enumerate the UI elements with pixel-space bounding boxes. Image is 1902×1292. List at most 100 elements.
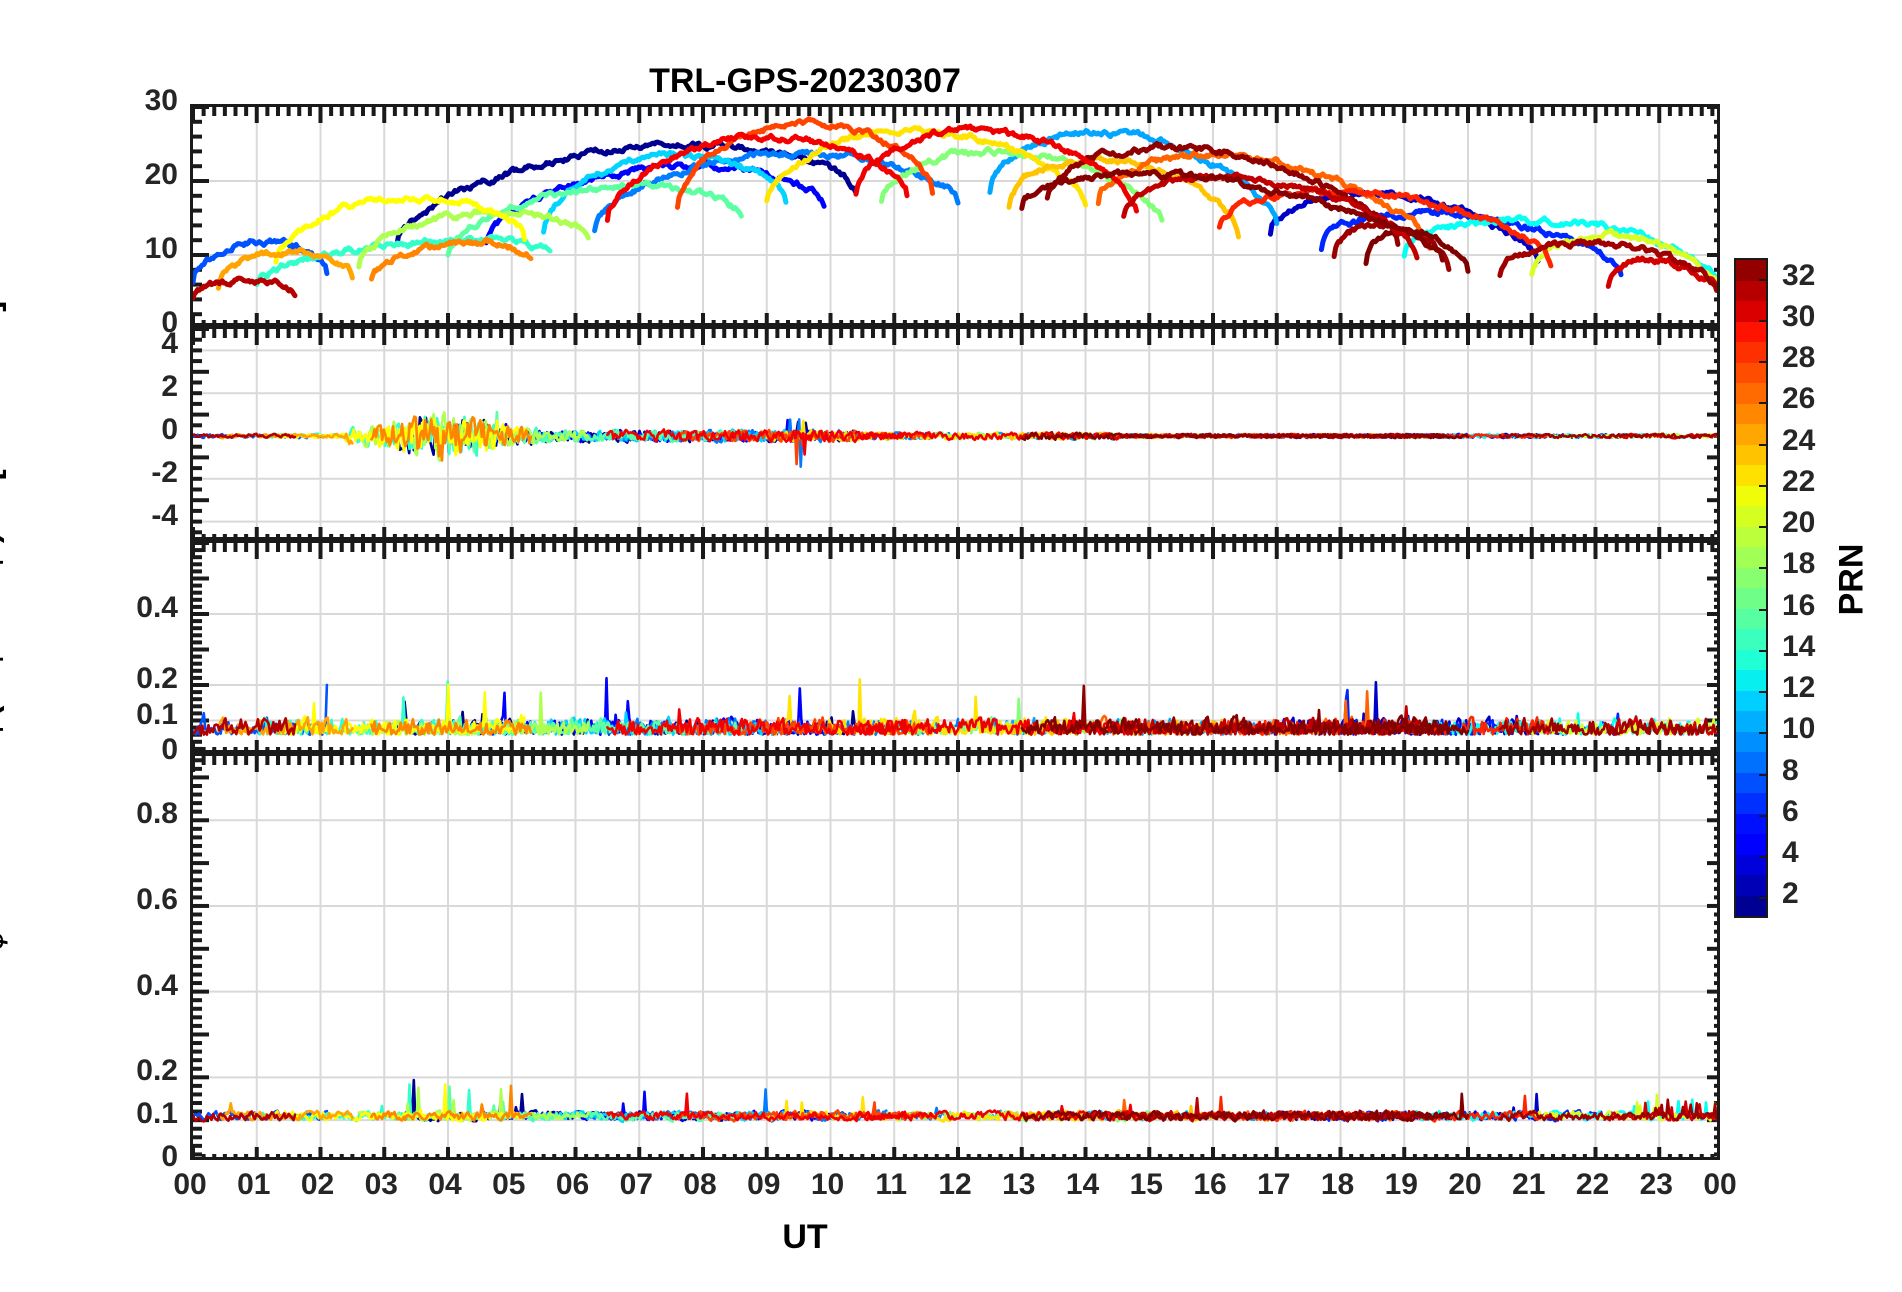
xtick-16: 16 [1193,1168,1227,1201]
colorbar-band [1736,506,1766,527]
ytick-s4-1: 0.1 [136,697,178,731]
xtick-22: 22 [1575,1168,1610,1201]
colorbar-tick-mark [1759,402,1768,405]
series-prn-14 [1529,227,1717,288]
colorbar[interactable] [1734,258,1768,918]
series-prn-31 [1498,1098,1717,1122]
colorbar-tick-label-30: 30 [1782,299,1816,333]
xtick-20: 20 [1448,1168,1482,1201]
colorbar-tick-label-16: 16 [1782,588,1816,622]
gridlines [193,756,1717,1157]
series-prn-25 [193,1110,297,1123]
xtick-21: 21 [1512,1168,1546,1201]
xtick-1: 01 [237,1168,271,1201]
series-prn-31 [1497,238,1717,293]
colorbar-band [1736,608,1766,629]
colorbar-band [1736,834,1766,855]
colorbar-tick-mark [1759,608,1768,611]
axis-ticks [193,543,1717,750]
xtick-12: 12 [938,1168,972,1201]
series-prn-25 [193,432,297,439]
series-prn-3 [483,159,827,246]
data-traces-sigmaphi [193,1078,1717,1124]
colorbar-band [1736,342,1766,363]
colorbar-tick-label-10: 10 [1782,712,1816,746]
colorbar-tick-label-32: 32 [1782,258,1816,292]
series-prn-32 [1019,168,1445,263]
colorbar-band [1736,260,1766,281]
series-prn-31 [1498,716,1717,736]
colorbar-band [1736,403,1766,424]
colorbar-band [1736,588,1766,609]
series-prn-28 [1363,226,1471,274]
colorbar-band [1736,280,1766,301]
colorbar-tick-label-28: 28 [1782,341,1816,375]
colorbar-tick-label-4: 4 [1782,836,1799,870]
ytick-rot-4: 4 [161,327,178,361]
series-prn-32 [1020,431,1444,442]
series-prn-6 [592,148,961,234]
colorbar-band [1736,690,1766,711]
ytick-rot-2: 0 [161,413,178,446]
colorbar-band [1736,670,1766,691]
series-prn-19 [370,718,533,736]
xtick-3: 03 [364,1168,398,1201]
series-prn-25 [193,275,298,301]
xtick-14: 14 [1065,1168,1100,1201]
ytick-tec-2: 20 [144,158,178,191]
series-prn-19 [370,1084,533,1122]
series-prn-16 [764,125,1088,208]
colorbar-tick-label-14: 14 [1782,629,1816,663]
xtick-24: 00 [1703,1168,1737,1201]
xtick-13: 13 [1002,1168,1036,1201]
series-prn-27 [1044,140,1401,247]
colorbar-tick-label-20: 20 [1782,506,1816,540]
colorbar-tick-mark [1759,732,1768,735]
xtick-17: 17 [1257,1168,1291,1201]
colorbar-tick-mark [1759,526,1768,529]
colorbar-band [1736,444,1766,465]
series-prn-18 [216,246,355,291]
x-axis-label: UT [782,1218,828,1256]
ytick-sigmaphi-3: 0.4 [136,968,178,1002]
colorbar-band [1736,649,1766,670]
colorbar-tick-mark [1759,443,1768,446]
colorbar-band [1736,526,1766,547]
colorbar-tick-mark [1759,856,1768,859]
colorbar-band [1736,813,1766,834]
series-prn-6 [593,418,960,468]
y-axis-label-sigmaphi: σ ϕ [0,746,9,1166]
colorbar-tick-mark [1759,814,1768,817]
colorbar-tick-label-6: 6 [1782,794,1799,828]
data-traces-tec [193,116,1717,301]
colorbar-band [1736,567,1766,588]
series-prn-19 [370,415,533,462]
ytick-sigmaphi-0: 0 [161,1140,178,1173]
colorbar-tick-label-2: 2 [1782,877,1799,911]
page-title: TRL-GPS-20230307 [649,62,961,100]
ytick-s4-2: 0.2 [136,662,178,695]
axis-ticks [193,329,1717,537]
ytick-rot-0: -4 [151,498,178,532]
ytick-sigmaphi-5: 0.8 [136,797,178,831]
xtick-9: 09 [747,1168,781,1201]
colorbar-band [1736,629,1766,650]
colorbar-band [1736,301,1766,322]
series-prn-13 [356,208,591,270]
colorbar-tick-mark [1759,897,1768,900]
xtick-6: 06 [555,1168,590,1201]
colorbar-band [1736,731,1766,752]
series-prn-31 [1498,432,1717,440]
colorbar-band [1736,793,1766,814]
axis-ticks [193,107,1717,323]
series-prn-32 [1020,708,1444,736]
colorbar-tick-mark [1759,649,1768,652]
colorbar-label: PRN [1832,543,1871,616]
colorbar-band [1736,547,1766,568]
colorbar-tick-mark [1759,691,1768,694]
colorbar-tick-mark [1759,484,1768,487]
axis-ticks [193,756,1717,1157]
ytick-tec-1: 10 [144,232,178,265]
xtick-23: 23 [1639,1168,1673,1201]
